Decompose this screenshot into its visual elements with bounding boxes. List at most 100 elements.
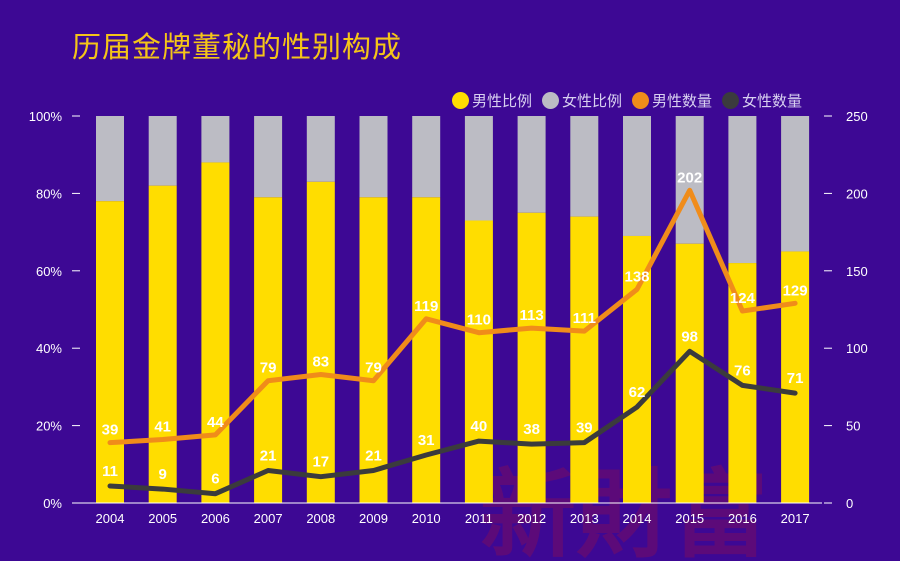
- legend-marker: [542, 91, 560, 109]
- bar-female-ratio-2013: [570, 116, 599, 217]
- legend-item-male-count: 男性数量: [632, 90, 712, 111]
- bar-female-ratio-2012: [517, 116, 546, 213]
- legend-item-female-ratio: 女性比例: [542, 90, 622, 111]
- label-male-count: 39: [102, 422, 119, 439]
- legend-label: 女性比例: [562, 91, 623, 110]
- bar-male-ratio-2008: [306, 181, 335, 504]
- bar-female-ratio-2011: [464, 116, 493, 221]
- chart-title: 历届金牌董秘的性别构成: [72, 30, 403, 64]
- bar-female-ratio-2010: [412, 116, 441, 198]
- x-tick-label: 2007: [254, 511, 283, 526]
- x-tick-label: 2010: [412, 511, 441, 526]
- label-female-count: 17: [312, 454, 329, 471]
- x-tick-label: 2017: [781, 511, 810, 526]
- x-tick-label: 2009: [359, 511, 388, 526]
- label-female-count: 62: [629, 384, 646, 401]
- label-male-count: 83: [312, 354, 329, 371]
- legend-marker: [722, 91, 740, 109]
- left-tick-label: 100%: [29, 109, 63, 124]
- right-tick-label: 200: [846, 186, 868, 201]
- x-tick-label: 2004: [96, 511, 125, 526]
- left-tick-label: 20%: [36, 419, 62, 434]
- right-tick-label: 0: [846, 496, 853, 511]
- bar-male-ratio-2006: [201, 162, 230, 503]
- label-male-count: 138: [624, 268, 649, 285]
- bar-male-ratio-2012: [517, 212, 546, 503]
- x-tick-label: 2006: [201, 511, 230, 526]
- left-tick-label: 80%: [36, 186, 62, 201]
- label-male-count: 110: [467, 312, 491, 329]
- bar-female-ratio-2007: [254, 116, 283, 198]
- label-female-count: 76: [734, 362, 751, 379]
- bar-female-ratio-2014: [623, 116, 651, 236]
- left-tick-label: 0%: [43, 496, 62, 511]
- label-male-count: 41: [154, 419, 171, 436]
- label-female-count: 6: [211, 471, 219, 488]
- legend-label: 女性数量: [742, 91, 803, 110]
- right-tick-label: 250: [846, 109, 868, 124]
- bar-male-ratio-2013: [570, 216, 599, 503]
- legend-marker: [632, 91, 650, 109]
- x-tick-label: 2015: [675, 511, 704, 526]
- label-male-count: 124: [730, 290, 756, 307]
- label-female-count: 31: [418, 432, 435, 449]
- legend-label: 男性比例: [472, 91, 533, 110]
- bar-female-ratio-2006: [201, 116, 230, 163]
- label-male-count: 113: [519, 307, 543, 324]
- axes-group: 2004 2005 2006 2007 2008 2009 2010 2011 2012 2013…: [29, 109, 868, 526]
- right-tick-label: 50: [846, 419, 860, 434]
- label-female-count: 40: [471, 418, 488, 435]
- label-female-count: 38: [523, 421, 540, 438]
- bar-male-ratio-2004: [96, 201, 124, 503]
- bars-group: [96, 116, 810, 504]
- x-tick-label: 2005: [148, 511, 177, 526]
- legend-item-female-count: 女性数量: [722, 90, 802, 111]
- label-male-count: 129: [783, 282, 808, 299]
- bar-female-ratio-2016: [728, 116, 757, 264]
- x-tick-label: 2012: [517, 511, 546, 526]
- label-female-count: 98: [681, 328, 698, 345]
- legend-label: 男性数量: [652, 91, 713, 110]
- bar-female-ratio-2009: [359, 116, 388, 198]
- bar-female-ratio-2017: [781, 116, 810, 252]
- label-male-count: 79: [260, 360, 277, 377]
- x-tick-label: 2013: [570, 511, 599, 526]
- bar-male-ratio-2007: [254, 197, 283, 503]
- label-female-count: 39: [576, 420, 593, 437]
- line-male-count: [107, 187, 798, 446]
- label-female-count: 11: [102, 463, 118, 480]
- bar-male-ratio-2005: [148, 185, 177, 503]
- right-tick-label: 100: [846, 341, 868, 356]
- label-female-count: 71: [787, 370, 804, 387]
- label-female-count: 21: [365, 447, 382, 464]
- legend-marker: [452, 91, 469, 109]
- bar-male-ratio-2015: [675, 243, 704, 503]
- right-tick-label: 150: [846, 264, 868, 279]
- bar-male-ratio-2017: [781, 251, 810, 503]
- x-tick-label: 2008: [306, 511, 335, 526]
- label-male-count: 79: [365, 360, 382, 377]
- x-tick-label: 2014: [623, 511, 652, 526]
- left-tick-label: 40%: [36, 341, 62, 356]
- legend-item-male-ratio: 男性比例: [452, 90, 532, 111]
- label-male-count: 44: [207, 414, 224, 431]
- bar-female-ratio-2004: [96, 116, 124, 202]
- label-male-count: 119: [414, 298, 438, 315]
- label-female-count: 21: [260, 447, 277, 464]
- bar-female-ratio-2008: [306, 116, 335, 182]
- label-male-count: 111: [573, 310, 596, 327]
- bar-male-ratio-2009: [359, 197, 388, 503]
- bar-male-ratio-2014: [623, 235, 651, 503]
- bar-female-ratio-2005: [148, 116, 177, 186]
- line-female-count: [107, 348, 798, 497]
- bar-male-ratio-2011: [464, 220, 493, 504]
- x-tick-label: 2016: [728, 511, 757, 526]
- x-tick-label: 2011: [465, 511, 493, 526]
- legend: 男性比例 女性比例 男性数量 女性数量: [452, 88, 802, 112]
- left-tick-label: 60%: [36, 264, 62, 279]
- label-male-count: 202: [677, 169, 702, 186]
- label-female-count: 9: [159, 466, 167, 483]
